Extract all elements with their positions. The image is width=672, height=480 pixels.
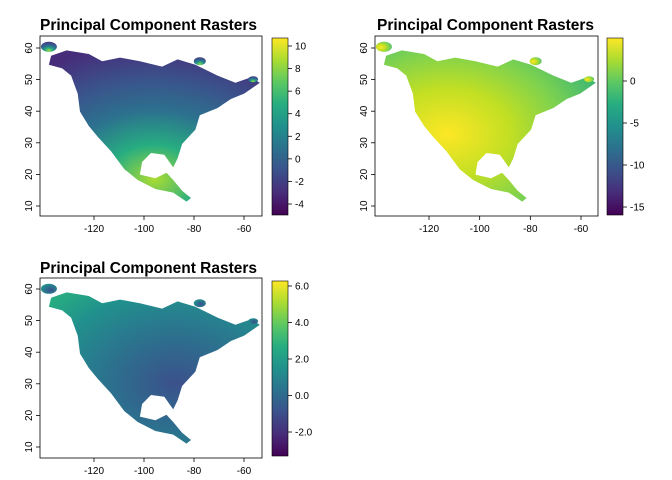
x-tick-label: -100 [470,224,490,235]
island-raster [40,283,57,294]
panel-title-pc2: Principal Component Rasters [377,17,594,34]
y-tick-label: 60 [24,283,35,295]
x-tick-label: -60 [237,466,252,477]
island-raster [193,57,206,66]
y-tick-label: 20 [24,168,35,180]
x-axis-pc2: -120 -100 -80 -60 [419,216,589,235]
legend-tick-label: 8 [295,64,301,75]
island-raster [529,57,542,66]
y-tick-label: 10 [24,200,35,212]
y-tick-label: 60 [359,42,370,54]
y-tick-label: 40 [24,346,35,358]
island-raster [248,318,259,325]
legend-ticks-pc3: 6.0 4.0 2.0 0.0 -2.0 [288,282,313,439]
legend-tick-label: -2.0 [295,428,313,439]
y-tick-label: 40 [359,105,370,117]
y-tick-label: 40 [24,105,35,117]
x-tick-label: -80 [523,224,538,235]
x-tick-label: -100 [134,224,154,235]
x-tick-label: -80 [187,466,202,477]
panel-pc2: Principal Component Rasters -120 -100 -80-… [359,17,645,235]
map-frame-pc2 [374,35,599,217]
legend-tick-label: 6.0 [295,282,309,293]
island-raster [40,41,57,52]
legend-tick-label: -5 [630,119,639,130]
raster-map-pc2 [375,41,596,202]
legend-tick-label: 2.0 [295,355,309,366]
y-axis-pc3: 60 50 40 30 20 10 [24,283,40,453]
map-frame-pc3 [39,277,263,459]
legend-tick-label: 4.0 [295,318,309,329]
legend-tick-label: 6 [295,87,301,98]
legend-tick-label: 0.0 [295,391,309,402]
map-frame-pc1 [39,35,263,217]
y-tick-label: 10 [359,200,370,212]
x-axis-pc3: -120 -100 -80 -60 [84,458,252,477]
y-tick-label: 30 [359,137,370,149]
panel-pc3: Principal Component Rasters -120 -100 -80-… [24,260,313,477]
island-raster [375,41,392,52]
legend-ticks-pc2: 0 -5 -10 -15 [623,77,645,214]
raster-map-pc3 [40,283,260,444]
legend-tick-label: -2 [295,177,304,188]
colorbar-pc3 [271,280,289,457]
colorbar-pc2 [606,37,624,216]
y-tick-label: 60 [24,42,35,54]
panel-title-pc1: Principal Component Rasters [40,17,257,34]
legend-tick-label: 0 [295,154,301,165]
y-tick-label: 20 [24,409,35,421]
legend-tick-label: 10 [295,42,307,53]
y-tick-label: 10 [24,441,35,453]
x-tick-label: -120 [419,224,439,235]
legend-tick-label: -4 [295,200,304,211]
continent-raster [383,50,596,202]
y-tick-label: 50 [359,74,370,86]
y-tick-label: 50 [24,315,35,327]
y-axis-pc1: 60 50 40 30 20 10 [24,42,40,212]
x-tick-label: -120 [84,466,104,477]
x-tick-label: -60 [574,224,589,235]
y-axis-pc2: 60 50 40 30 20 10 [359,42,375,212]
x-tick-label: -60 [237,224,252,235]
continent-raster [48,50,260,202]
legend-tick-label: 2 [295,132,301,143]
panel-pc1: Principal Component Rasters -120 -100 -80-… [24,17,307,235]
x-tick-label: -120 [84,224,104,235]
raster-map-pc1 [40,41,260,202]
x-tick-label: -100 [134,466,154,477]
island-raster [193,299,206,308]
y-tick-label: 50 [24,74,35,86]
y-tick-label: 30 [24,378,35,390]
island-raster [584,76,595,83]
legend-ticks-pc1: 10 8 6 4 2 0 -2 -4 [288,42,307,211]
y-tick-label: 30 [24,137,35,149]
x-axis-pc1: -120 -100 -80 -60 [84,216,252,235]
legend-tick-label: 4 [295,109,301,120]
y-tick-label: 20 [359,168,370,180]
continent-raster [48,292,260,444]
legend-tick-label: -10 [630,161,645,172]
legend-tick-label: -15 [630,203,645,214]
legend-tick-label: 0 [630,77,636,88]
colorbar-pc1 [271,37,289,216]
panel-title-pc3: Principal Component Rasters [40,260,257,277]
island-raster [248,76,259,83]
x-tick-label: -80 [187,224,202,235]
